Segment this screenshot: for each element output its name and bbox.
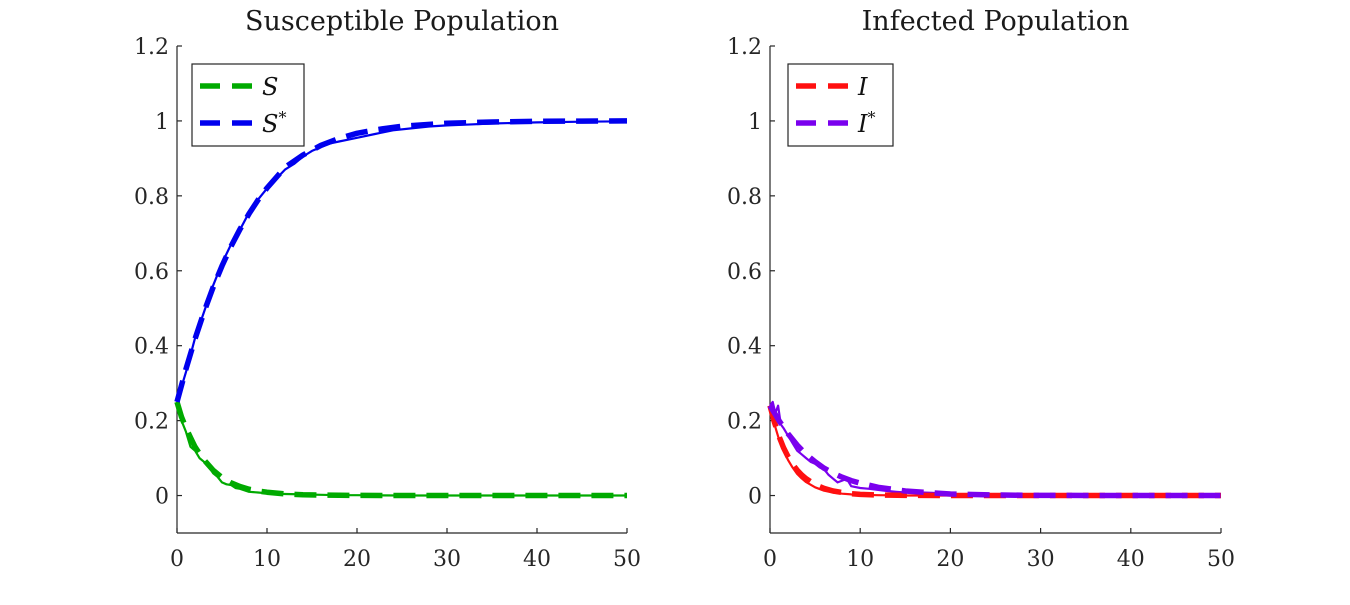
y-tick-label: 0.2 (727, 410, 762, 435)
legend-label: I (857, 73, 868, 101)
chart-title: Susceptible Population (245, 6, 559, 37)
y-tick-label: 0.4 (727, 335, 762, 360)
y-tick-label: 0 (748, 485, 762, 510)
legend-box (191, 63, 305, 147)
legend-label: S (262, 73, 278, 101)
x-tick-label: 10 (846, 547, 874, 572)
x-tick-label: 40 (1117, 547, 1145, 572)
x-tick-label: 0 (170, 547, 184, 572)
legend: II* (787, 63, 894, 147)
x-tick-label: 30 (1027, 547, 1055, 572)
y-tick-label: 1 (748, 110, 762, 135)
x-tick-label: 40 (523, 547, 551, 572)
y-tick-label: 0.6 (727, 260, 762, 285)
chart-title: Infected Population (862, 6, 1130, 37)
series-line-s-star-dashed (174, 118, 628, 403)
series-line-s-star-solid (175, 120, 628, 403)
x-tick-label: 50 (613, 547, 641, 572)
chart-susceptible-population: Susceptible Population 0 0.2 0.4 0.6 0.8 1 1.2 0… (134, 6, 641, 572)
series-line-i-star-solid (769, 400, 1222, 497)
x-tick-label: 10 (253, 547, 281, 572)
legend: SS* (191, 63, 305, 147)
x-tick-label: 50 (1207, 547, 1235, 572)
series-line-s-dashed (174, 401, 627, 499)
y-tick-label: 0.2 (134, 410, 169, 435)
chart-infected-population: Infected Population 0 0.2 0.4 0.6 0.8 1 1.2 0 10 2… (727, 6, 1235, 572)
x-tick-label: 20 (343, 547, 371, 572)
y-tick-label: 0.4 (134, 335, 169, 360)
y-tick-label: 0.8 (134, 185, 169, 210)
x-tick-label: 30 (433, 547, 461, 572)
legend-box (787, 63, 894, 147)
x-tick-label: 0 (763, 547, 777, 572)
y-tick-label: 0.6 (134, 260, 169, 285)
series-line-s-solid (175, 401, 627, 497)
y-tick-label: 1.2 (727, 35, 762, 60)
y-tick-label: 1 (155, 110, 169, 135)
series-line-i-star-dashed (767, 404, 1221, 499)
y-tick-label: 0.8 (727, 185, 762, 210)
y-tick-label: 0 (155, 485, 169, 510)
x-tick-label: 20 (936, 547, 964, 572)
y-tick-label: 1.2 (134, 35, 169, 60)
